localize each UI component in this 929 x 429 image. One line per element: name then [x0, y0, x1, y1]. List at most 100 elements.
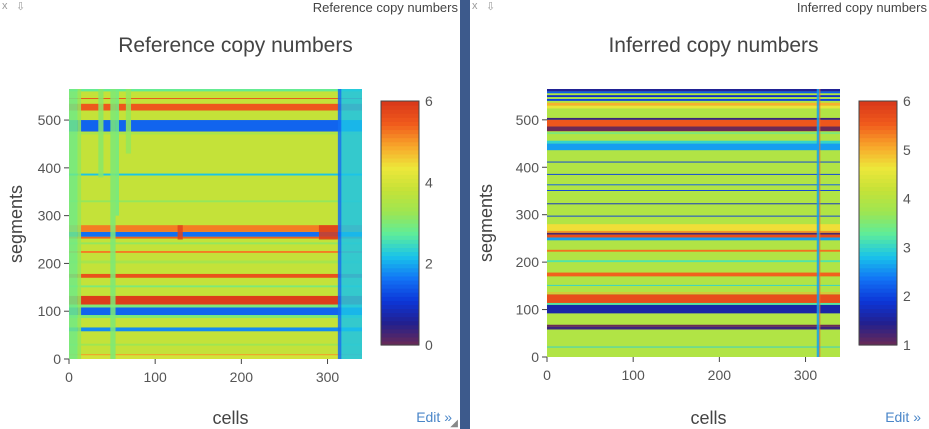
heatmap-column	[98, 89, 104, 178]
colorbar-segment	[381, 300, 419, 305]
colorbar-segment	[859, 145, 897, 151]
chart-title: Inferred copy numbers	[608, 34, 818, 57]
colorbar-segment	[381, 149, 419, 155]
panel-divider[interactable]	[460, 0, 470, 429]
heatmap-band	[69, 200, 362, 203]
colorbar-frame	[380, 100, 420, 346]
colorbar-segment	[859, 239, 897, 244]
colorbar-segment	[859, 190, 897, 196]
y-tick-label: 500	[516, 112, 540, 128]
heatmap-band	[547, 302, 840, 305]
colorbar-segment	[381, 198, 419, 204]
heatmap-band	[69, 236, 362, 239]
colorbar-segment	[859, 129, 897, 135]
colorbar-segment	[859, 117, 897, 122]
heatmap-band	[547, 184, 840, 186]
x-tick-label: 300	[794, 367, 818, 383]
colorbar-segment	[859, 288, 897, 293]
colorbar-segment	[381, 324, 419, 330]
y-tick-label: 0	[531, 349, 539, 365]
heatmap-band	[69, 285, 362, 288]
heatmap-band	[69, 103, 362, 111]
colorbar-segment	[859, 101, 897, 106]
colorbar-segment	[859, 194, 897, 200]
heatmap-band	[69, 273, 362, 278]
pin-icon[interactable]: ⇩	[486, 1, 496, 13]
heatmap-band	[547, 224, 840, 231]
colorbar-segment	[381, 235, 419, 240]
colorbar-segment	[859, 316, 897, 322]
colorbar-segment	[381, 190, 419, 196]
colorbar-segment	[859, 235, 897, 240]
colorbar-segment	[381, 194, 419, 200]
heatmap-band	[69, 307, 362, 316]
heatmap-column	[110, 89, 116, 359]
heatmap-band	[547, 117, 840, 120]
colorbar-segment	[381, 279, 419, 285]
heatmap-column	[177, 225, 183, 240]
colorbar-segment	[381, 308, 419, 314]
colorbar-segment	[859, 320, 897, 326]
heatmap-band	[547, 95, 840, 98]
colorbar-segment	[859, 137, 897, 143]
colorbar-segment	[859, 157, 897, 163]
colorbar-segment	[859, 223, 897, 228]
colorbar-segment	[859, 267, 897, 273]
colorbar-segment	[381, 214, 419, 220]
colorbar-tick-label: 2	[903, 288, 911, 304]
colorbar-segment	[859, 279, 897, 285]
heatmap-band	[69, 327, 362, 332]
heatmap-band	[69, 98, 362, 100]
colorbar-segment	[381, 259, 419, 265]
colorbar-segment	[381, 210, 419, 216]
heatmap-band	[69, 242, 362, 245]
colorbar-segment	[859, 174, 897, 179]
heatmap-band	[547, 326, 840, 330]
colorbar-segment	[381, 133, 419, 139]
colorbar-tick-label: 6	[425, 93, 433, 109]
heatmap-band	[547, 143, 840, 151]
heatmap-band	[69, 132, 362, 135]
colorbar-segment	[381, 271, 419, 277]
heatmap-band	[547, 215, 840, 217]
colorbar-segment	[381, 340, 419, 346]
colorbar-frame	[858, 100, 898, 346]
close-icon[interactable]: x	[2, 0, 8, 12]
heatmap-band	[547, 272, 840, 277]
colorbar-segment	[859, 202, 897, 208]
close-icon[interactable]: x	[472, 0, 478, 12]
edit-link[interactable]: Edit »	[416, 409, 452, 425]
edit-link[interactable]: Edit »	[885, 409, 921, 425]
colorbar-segment	[859, 198, 897, 204]
heatmap-band	[547, 230, 840, 233]
x-axis-label: cells	[690, 408, 726, 428]
heatmap-column	[115, 89, 119, 216]
heatmap-band	[547, 284, 840, 286]
colorbar-segment	[859, 300, 897, 305]
colorbar-segment	[859, 186, 897, 192]
heatmap-band	[547, 294, 840, 303]
colorbar-segment	[859, 182, 897, 187]
y-tick-label: 300	[38, 208, 62, 224]
heatmap-band	[547, 102, 840, 106]
colorbar-tick-label: 4	[903, 191, 911, 207]
colorbar-segment	[381, 263, 419, 269]
heatmap-reference: 0 100 200 300 0 100 200 300 400 500 Reference copy…	[6, 34, 433, 428]
resize-handle-icon[interactable]: ◢	[450, 418, 458, 429]
pin-icon[interactable]: ⇩	[16, 1, 26, 13]
colorbar-segment	[859, 227, 897, 232]
heatmap-band	[69, 89, 362, 92]
heatmap-band	[69, 225, 362, 232]
heatmap-column	[819, 89, 821, 357]
colorbar-tick-label: 0	[425, 337, 433, 353]
heatmap-band	[69, 231, 362, 237]
colorbar-segment	[381, 153, 419, 159]
colorbar-segment	[381, 218, 419, 224]
colorbar-segment	[859, 259, 897, 265]
colorbar-tick-label: 5	[903, 142, 911, 158]
panel-reference: x ⇩ Reference copy numbers 0 100 200 300 0 10…	[0, 0, 460, 429]
heatmap-band	[69, 315, 362, 318]
heatmap-column	[77, 89, 82, 359]
colorbar-tick-label: 2	[425, 256, 433, 272]
colorbar-segment	[381, 166, 419, 171]
